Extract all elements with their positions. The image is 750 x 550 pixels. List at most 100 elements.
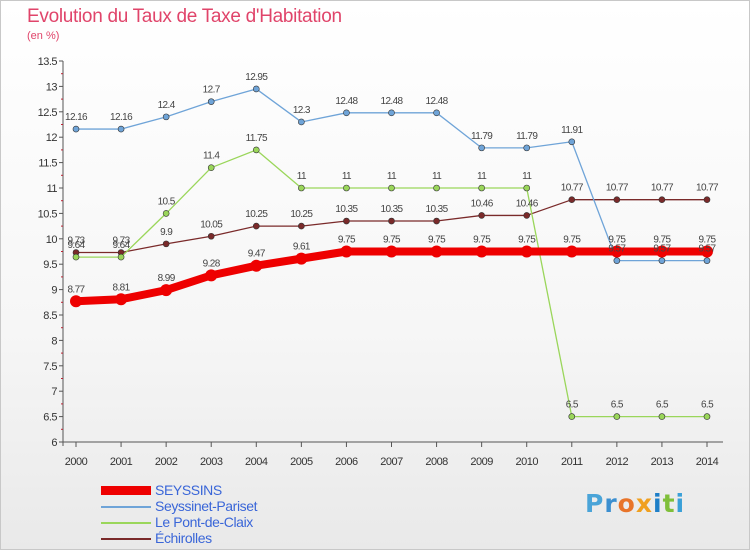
data-label: 10.25 (245, 209, 268, 220)
data-label: 11 (387, 171, 397, 182)
data-label: 9.61 (293, 242, 311, 253)
data-point (205, 269, 218, 282)
data-point (117, 253, 125, 261)
data-label: 11.79 (471, 131, 493, 142)
data-label: 11.79 (516, 131, 538, 142)
data-point (520, 245, 533, 258)
data-label: 12.95 (245, 72, 268, 83)
x-tick-label: 2014 (696, 456, 719, 468)
x-tick-label: 2002 (155, 456, 178, 468)
chart-title: Evolution du Taux de Taxe d'Habitation (27, 6, 342, 27)
data-point (478, 144, 485, 152)
data-labels: 9.73 9.73 9.9 10.05 10.25 10.25 10.35 10.35 10.3… (65, 72, 720, 411)
data-label: 12.48 (426, 96, 449, 107)
data-label: 9.47 (248, 249, 266, 260)
data-label: 10.35 (335, 204, 358, 215)
y-tick-label: 10.5 (38, 208, 58, 220)
data-label: 12.3 (293, 105, 311, 116)
x-tick-label: 2001 (110, 456, 133, 468)
data-label: 10.35 (426, 204, 449, 215)
data-label: 9.75 (698, 235, 716, 246)
data-label: 9.75 (608, 235, 626, 246)
data-label: 11.75 (246, 133, 268, 144)
data-point (433, 217, 440, 225)
x-tick-label: 2005 (290, 456, 313, 468)
y-tick-label: 8.5 (43, 310, 57, 322)
brand-logo: Proxiti (585, 489, 686, 518)
legend-label: SEYSSINS (155, 482, 222, 498)
data-label: 9.57 (698, 244, 716, 255)
data-point (207, 164, 215, 171)
y-tick-label: 9 (51, 285, 57, 297)
data-point (298, 222, 305, 230)
data-point (340, 245, 353, 258)
legend-swatch (101, 486, 151, 495)
data-label: 9.73 (113, 236, 131, 247)
data-label: 11 (297, 171, 307, 182)
data-point (613, 196, 621, 203)
data-point (613, 257, 621, 264)
data-label: 10.35 (380, 204, 403, 215)
data-label: 9.75 (428, 235, 446, 246)
data-point (343, 109, 350, 117)
data-label: 11 (342, 171, 352, 182)
series-Échirolles (72, 196, 711, 256)
data-label: 10.77 (561, 183, 584, 194)
data-point (523, 144, 531, 152)
data-label: 12.48 (380, 96, 403, 107)
data-point (250, 259, 263, 272)
data-point (117, 125, 125, 133)
data-label: 10.5 (158, 196, 176, 207)
data-label: 12.4 (158, 100, 176, 111)
data-point (703, 257, 711, 264)
data-point (658, 257, 666, 264)
data-label: 6.5 (701, 400, 714, 411)
data-label: 9.75 (518, 235, 536, 246)
data-point (388, 217, 395, 225)
data-label: 10.46 (516, 198, 539, 209)
data-point (298, 184, 305, 192)
x-tick-label: 2007 (380, 456, 403, 468)
data-point (252, 222, 260, 230)
data-label: 9.28 (203, 258, 221, 269)
y-tick-label: 10 (46, 234, 58, 246)
data-point (703, 196, 711, 203)
data-point (388, 109, 395, 117)
axes: 6 6.5 7 7.5 8 8.5 9 9.5 10 10.5 11 11.5 12 12.5 13 13.5… (38, 56, 723, 468)
x-tick-label: 2000 (65, 456, 88, 468)
data-point (162, 240, 170, 248)
data-point (568, 196, 576, 203)
series-Seyssinet-Pariset (72, 85, 711, 264)
legend-label: Seyssinet-Pariset (155, 498, 258, 514)
y-tick-label: 7 (51, 386, 57, 398)
data-label: 9.73 (67, 236, 85, 247)
legend-label: Échirolles (155, 530, 212, 546)
x-tick-label: 2004 (245, 456, 268, 468)
y-tick-label: 13 (46, 81, 58, 93)
data-point (115, 293, 128, 306)
data-point (523, 212, 531, 219)
series-SEYSSINS (70, 245, 713, 308)
data-point (655, 245, 668, 258)
data-label: 11.4 (203, 151, 220, 162)
data-label: 10.05 (200, 219, 223, 230)
data-point (613, 413, 621, 420)
x-tick-label: 2012 (606, 456, 629, 468)
data-point (568, 138, 576, 146)
data-point (475, 245, 488, 258)
data-point (478, 184, 485, 192)
y-tick-label: 9.5 (43, 259, 57, 271)
data-point (568, 413, 576, 420)
data-label: 9.57 (653, 244, 671, 255)
data-point (207, 98, 215, 105)
data-label: 9.75 (653, 235, 671, 246)
data-point (701, 245, 713, 258)
legend-swatch (101, 522, 151, 524)
data-point (72, 253, 80, 261)
data-point (385, 245, 398, 258)
data-point (298, 118, 305, 126)
series-Le Pont-de-Claix (72, 146, 711, 420)
data-label: 12.7 (203, 85, 221, 96)
